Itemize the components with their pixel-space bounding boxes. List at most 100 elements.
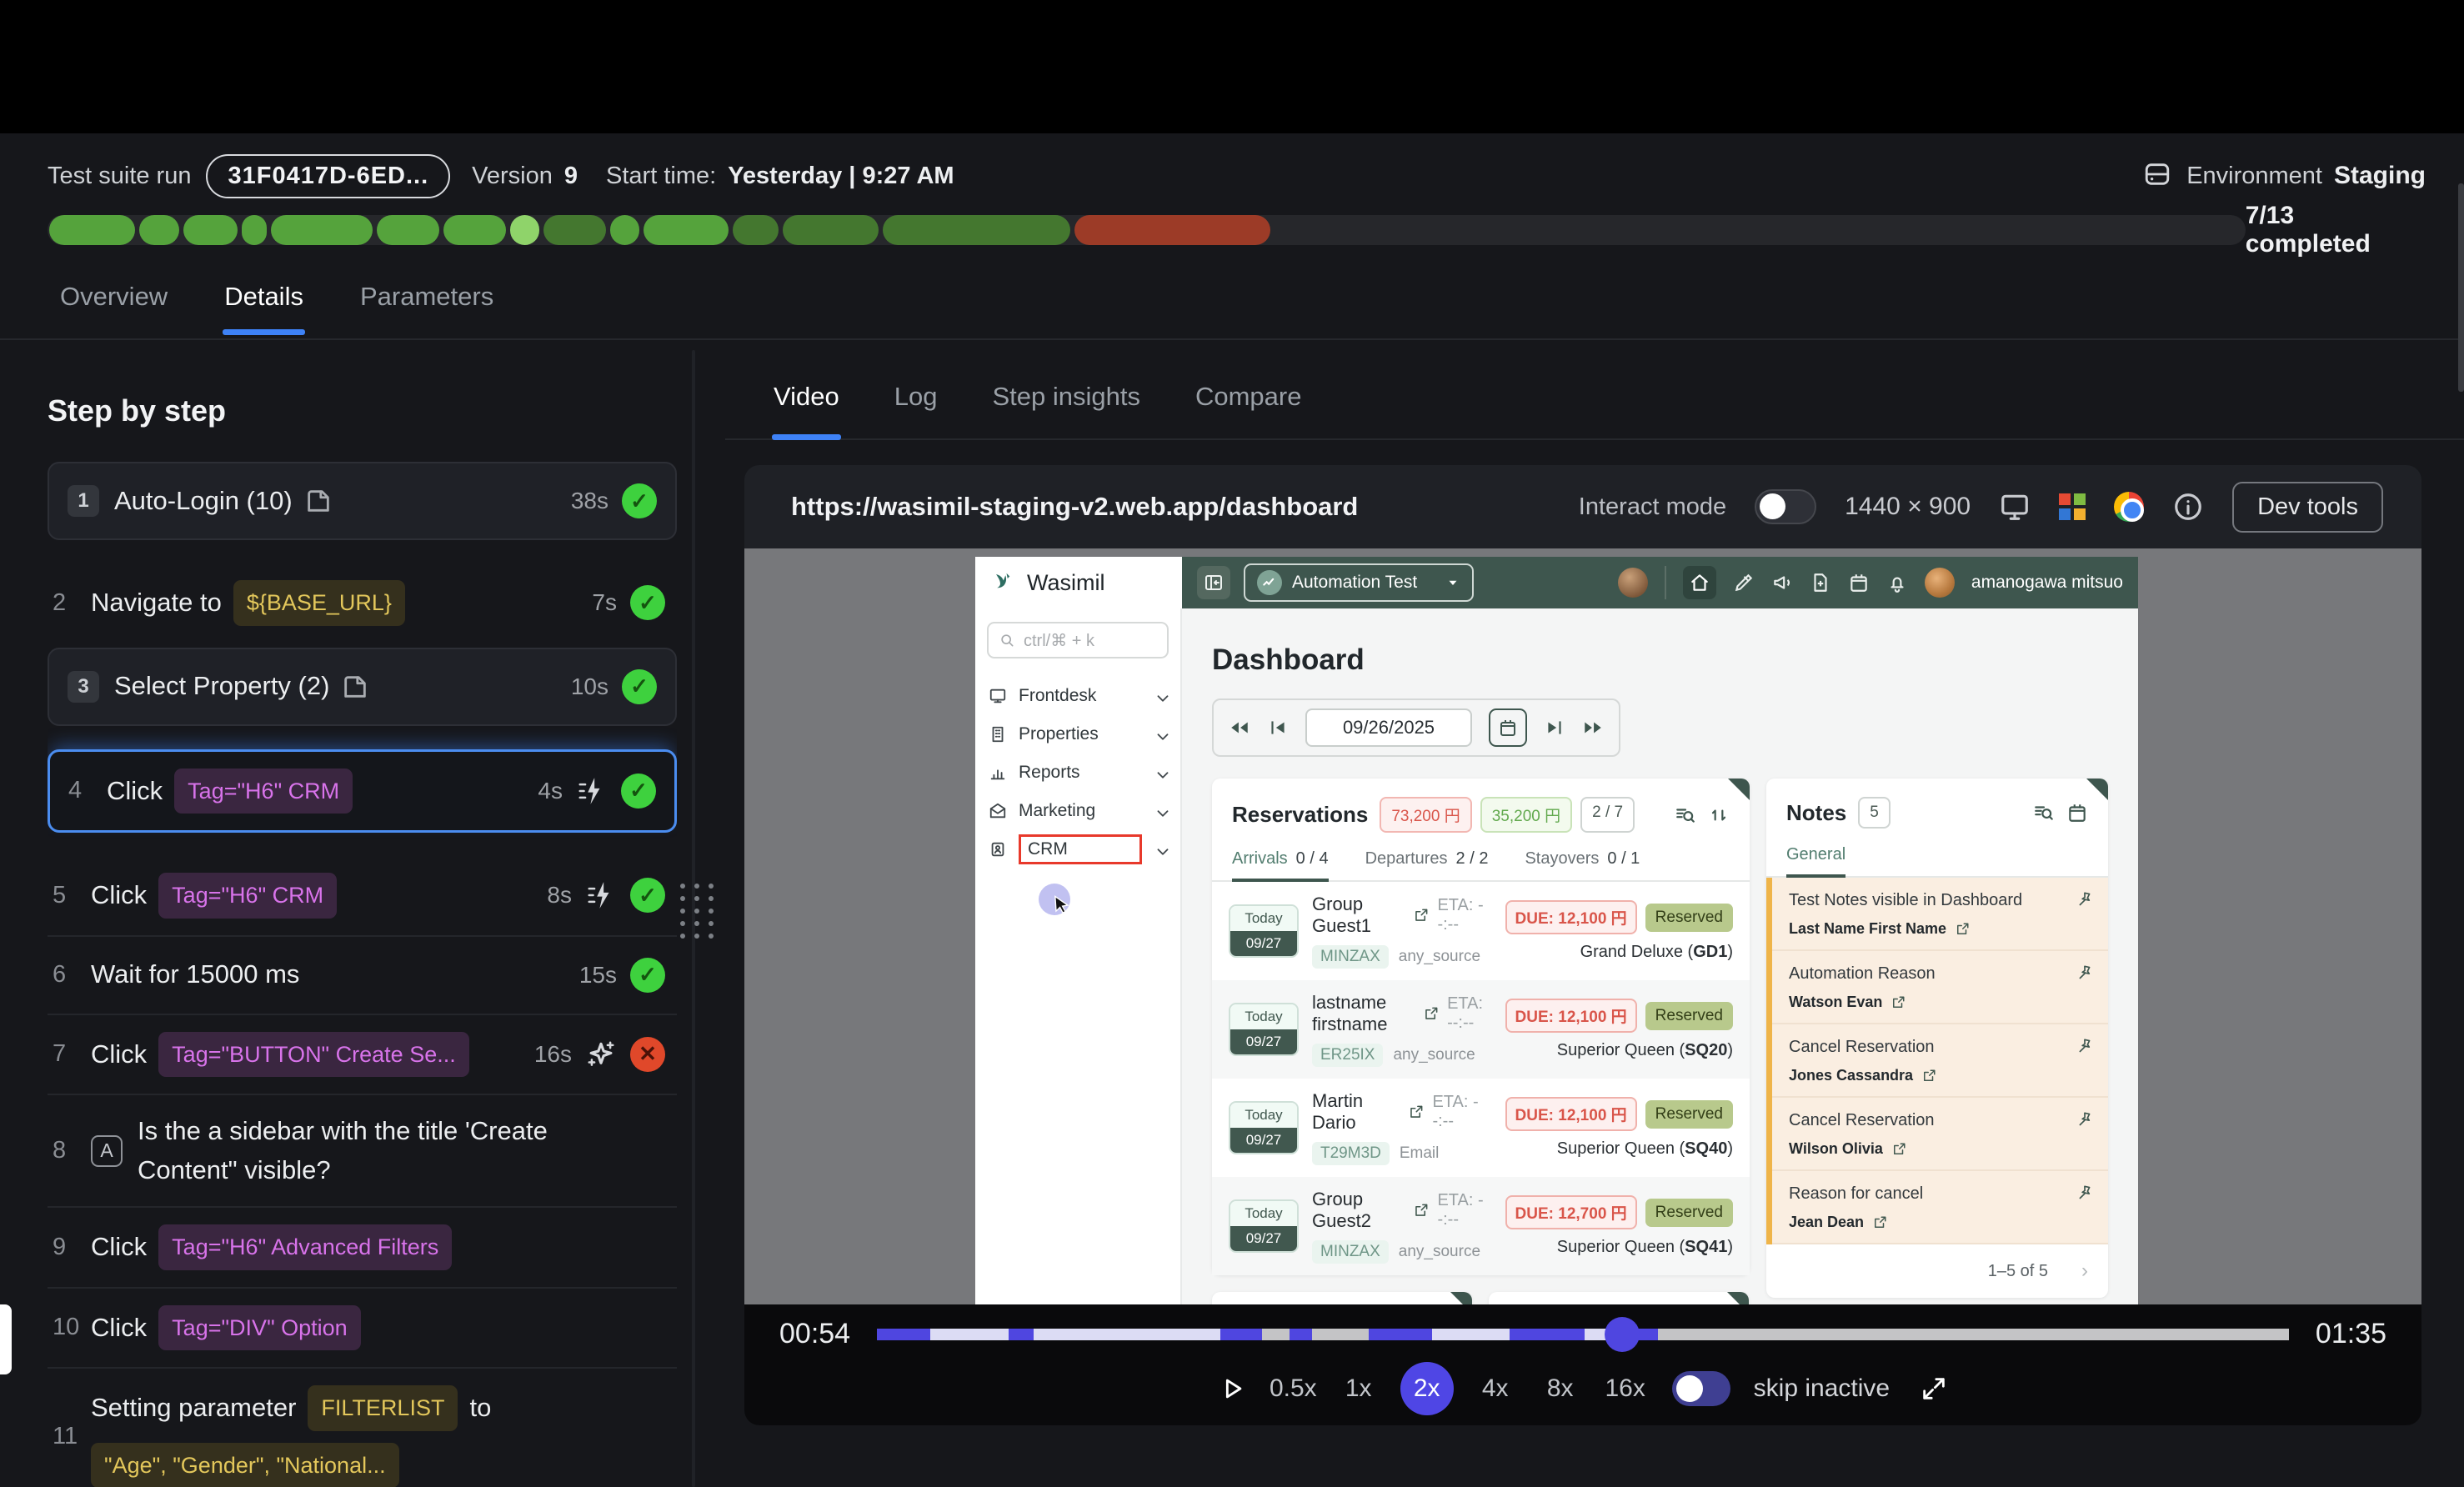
step-row[interactable]: 7 Click Tag="BUTTON" Create Se... 16s ✕	[48, 1015, 677, 1095]
sidebar-item-reports[interactable]: Reports	[975, 754, 1180, 792]
speed-0.5x[interactable]: 0.5x	[1269, 1374, 1317, 1402]
chevron-right-icon[interactable]: ›	[2081, 1259, 2088, 1282]
notes-tab-general[interactable]: General	[1786, 845, 1846, 878]
calendar-icon[interactable]	[1848, 572, 1870, 593]
note-item[interactable]: Reason for cancel Jean Dean	[1772, 1171, 2108, 1244]
tab-log[interactable]: Log	[894, 382, 938, 411]
fullscreen-icon[interactable]	[1920, 1374, 1948, 1403]
tab-parameters[interactable]: Parameters	[359, 282, 494, 311]
pin-icon[interactable]	[2076, 1038, 2093, 1054]
note-item[interactable]: Test Notes visible in Dashboard Last Nam…	[1772, 878, 2108, 951]
info-icon[interactable]	[2172, 491, 2204, 523]
step-row[interactable]: 10 Click Tag="DIV" Option	[48, 1289, 677, 1369]
guest-name[interactable]: Group Guest2	[1312, 1189, 1371, 1231]
calendar-button[interactable]	[1489, 708, 1527, 747]
tab-video[interactable]: Video	[772, 377, 841, 440]
tab-compare[interactable]: Compare	[1194, 382, 1302, 411]
timeline-segment[interactable]	[1008, 1328, 1034, 1340]
step-row[interactable]: 9 Click Tag="H6" Advanced Filters	[48, 1208, 677, 1289]
fast-forward-icon[interactable]	[1582, 717, 1604, 738]
timeline-segment[interactable]	[1657, 1328, 2289, 1340]
progress-segment[interactable]	[139, 215, 179, 245]
tab-details[interactable]: Details	[223, 273, 305, 335]
step-row[interactable]: 2 Navigate to ${BASE_URL} 7s ✓	[48, 563, 677, 643]
tab-step-insights[interactable]: Step insights	[992, 382, 1140, 411]
panel-divider[interactable]	[692, 350, 695, 1487]
progress-segment[interactable]	[610, 215, 639, 245]
step-row[interactable]: 8 A Is the a sidebar with the title 'Creat…	[48, 1095, 677, 1208]
timeline-segment[interactable]	[1431, 1328, 1510, 1340]
progress-segment[interactable]	[883, 215, 1070, 245]
progress-segment[interactable]	[49, 215, 135, 245]
step-row[interactable]: 5 Click Tag="H6" CRM 8s ✓	[48, 856, 677, 937]
sidebar-item-frontdesk[interactable]: Frontdesk	[975, 677, 1180, 715]
progress-segment[interactable]	[733, 215, 779, 245]
chrome-icon[interactable]	[2114, 492, 2145, 522]
timeline-segment[interactable]	[1311, 1328, 1369, 1340]
external-link-icon[interactable]	[1413, 908, 1429, 924]
step-row[interactable]: 3 Select Property (2) 10s ✓	[48, 647, 677, 726]
step-row[interactable]: 4 Click Tag="H6" CRM 4s ✓	[48, 749, 677, 833]
pin-icon[interactable]	[2076, 1111, 2093, 1128]
document-add-icon[interactable]	[1810, 572, 1831, 593]
interact-mode-toggle[interactable]	[1755, 489, 1817, 524]
speed-2x[interactable]: 2x	[1400, 1362, 1454, 1415]
date-input[interactable]	[1305, 708, 1472, 747]
guest-name[interactable]: Martin Dario	[1312, 1090, 1364, 1133]
timeline-segment[interactable]	[1368, 1328, 1432, 1340]
search-input[interactable]: ctrl/⌘ + k	[987, 622, 1169, 658]
sidebar-item-properties[interactable]: Properties	[975, 715, 1180, 754]
external-link-icon[interactable]	[1423, 1006, 1439, 1022]
external-link-icon[interactable]	[1413, 1203, 1429, 1219]
external-link-icon[interactable]	[1408, 1104, 1424, 1120]
progress-segment[interactable]	[510, 215, 539, 245]
progress-segment[interactable]	[377, 215, 439, 245]
reservation-row[interactable]: Today 09/27 Martin Dario ETA: --:-- T29M3…	[1212, 1079, 1750, 1177]
external-link-icon[interactable]	[1891, 995, 1906, 1010]
progress-segment[interactable]	[783, 215, 879, 245]
user-avatar[interactable]	[1924, 568, 1955, 598]
signature-icon[interactable]	[1733, 572, 1755, 593]
windows-icon[interactable]	[2059, 493, 2086, 520]
external-link-icon[interactable]	[1872, 1215, 1887, 1230]
timeline-segment[interactable]	[1289, 1328, 1312, 1340]
speed-4x[interactable]: 4x	[1481, 1374, 1509, 1402]
subtab-departures[interactable]: Departures 2 / 2	[1365, 849, 1489, 868]
reservation-row[interactable]: Today 09/27 Group Guest2 ETA: --:-- MINZA…	[1212, 1177, 1750, 1275]
sidebar-item-marketing[interactable]: Marketing	[975, 792, 1180, 830]
note-item[interactable]: Cancel Reservation Jones Cassandra	[1772, 1024, 2108, 1098]
monitor-icon[interactable]	[1999, 491, 2031, 523]
subtab-stayovers[interactable]: Stayovers 0 / 1	[1525, 849, 1640, 868]
step-row[interactable]: 1 Auto-Login (10) 38s ✓	[48, 462, 677, 540]
timeline-segment[interactable]	[1584, 1328, 1610, 1340]
skip-forward-icon[interactable]	[1544, 717, 1565, 738]
skip-inactive-toggle[interactable]	[1671, 1371, 1730, 1406]
sidebar-collapse-icon[interactable]	[1197, 566, 1230, 599]
edge-tab[interactable]	[0, 1304, 12, 1374]
timeline-segment[interactable]	[1219, 1328, 1263, 1340]
progress-segment[interactable]	[242, 215, 267, 245]
note-item[interactable]: Automation Reason Watson Evan	[1772, 951, 2108, 1024]
workspace-dropdown[interactable]: Automation Test	[1244, 563, 1474, 602]
play-button[interactable]	[1218, 1374, 1246, 1403]
reservation-row[interactable]: Today 09/27 lastname firstname ETA: --:--…	[1212, 980, 1750, 1079]
step-row[interactable]: 11 Setting parameter FILTERLIST to "Age", "G…	[48, 1369, 677, 1487]
pin-icon[interactable]	[2076, 891, 2093, 908]
skip-back-icon[interactable]	[1267, 717, 1289, 738]
rewind-icon[interactable]	[1229, 717, 1250, 738]
reservation-row[interactable]: Today 09/27 Group Guest1 ETA: --:-- MINZA…	[1212, 882, 1750, 980]
progress-segment[interactable]	[183, 215, 238, 245]
external-link-icon[interactable]	[1955, 922, 1970, 937]
speed-1x[interactable]: 1x	[1345, 1374, 1372, 1402]
progress-segment[interactable]	[644, 215, 729, 245]
progress-segment[interactable]	[1074, 215, 1270, 245]
guest-name[interactable]: lastname firstname	[1312, 992, 1388, 1034]
speed-16x[interactable]: 16x	[1605, 1374, 1645, 1402]
app-logo[interactable]: Wasimil	[975, 557, 1182, 608]
calendar-icon[interactable]	[2066, 802, 2088, 824]
playhead[interactable]	[1605, 1316, 1640, 1352]
sidebar-item-crm[interactable]: CRM	[975, 830, 1180, 869]
timeline-segment[interactable]	[1509, 1328, 1585, 1340]
timeline-segment[interactable]	[1262, 1328, 1290, 1340]
secondary-avatar[interactable]	[1617, 568, 1648, 598]
